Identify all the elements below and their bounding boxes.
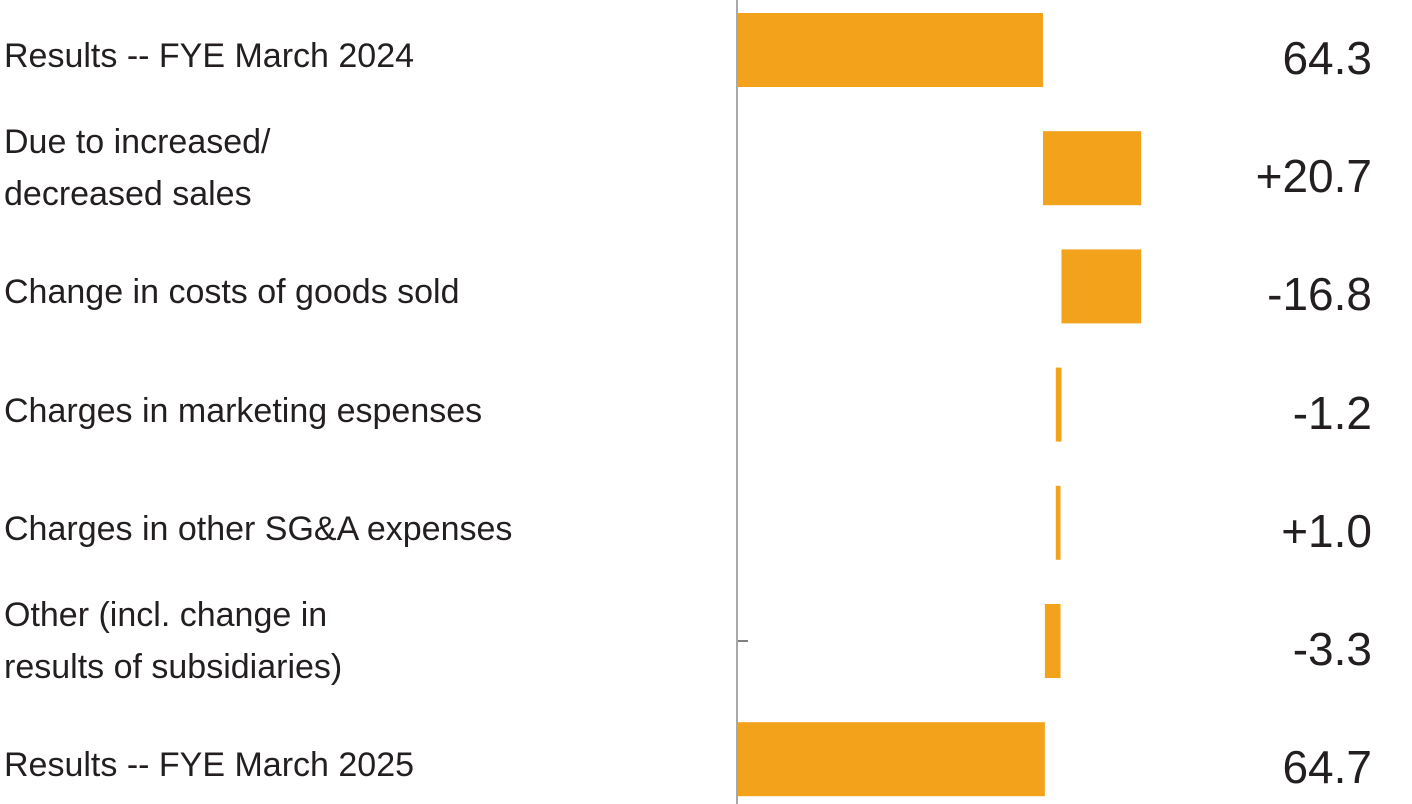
category-label: Results -- FYE March 2024 <box>4 37 415 75</box>
value-label: -3.3 <box>1292 623 1372 675</box>
category-label: Results -- FYE March 2025 <box>4 746 415 785</box>
value-label: 64.3 <box>1282 32 1372 84</box>
bar <box>738 13 1043 87</box>
bar <box>1055 485 1061 560</box>
value-label: +20.7 <box>1255 150 1372 203</box>
bar <box>738 722 1045 797</box>
bar <box>1044 604 1061 678</box>
value-label: +1.0 <box>1281 504 1372 557</box>
bar <box>1061 249 1142 324</box>
value-label: 64.7 <box>1282 741 1372 794</box>
category-label: Change in costs of goods sold <box>4 273 460 312</box>
category-label: Due to increased/ decreased sales <box>4 123 271 214</box>
value-label: -1.2 <box>1292 386 1372 439</box>
value-label: -16.8 <box>1267 268 1372 321</box>
bar <box>1055 367 1062 442</box>
category-label: Other (incl. change in results of subsid… <box>4 596 343 686</box>
bar <box>1042 131 1142 206</box>
category-label: Charges in other SG&A expenses <box>4 509 513 548</box>
category-label: Charges in marketing espenses <box>4 391 483 430</box>
